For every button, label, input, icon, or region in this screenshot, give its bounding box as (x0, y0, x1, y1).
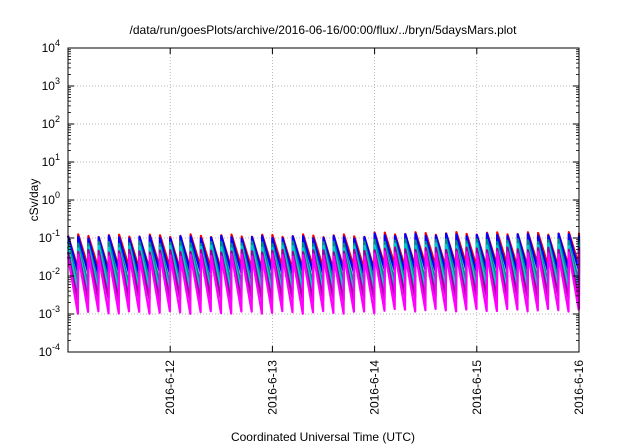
y-tick-label: 10-4 (39, 342, 60, 359)
y-tick-label: 101 (42, 152, 60, 169)
x-tick-label: 2016-6-15 (470, 360, 484, 415)
y-tick-label: 103 (42, 76, 60, 93)
y-tick-label: 10-3 (39, 304, 60, 321)
x-tick-label: 2016-6-12 (163, 360, 177, 415)
x-tick-label: 2016-6-14 (368, 360, 382, 415)
y-tick-label: 102 (42, 114, 60, 131)
y-tick-label: 100 (42, 190, 60, 207)
y-tick-labels: 10-4 10-3 10-2 10-1 100 101 102 103 104 (39, 38, 60, 359)
x-tick-label: 2016-6-13 (265, 360, 279, 415)
series-lines (66, 231, 581, 315)
chart-title: /data/run/goesPlots/archive/2016-06-16/0… (130, 23, 518, 37)
series-line (66, 232, 581, 276)
x-axis-label: Coordinated Universal Time (UTC) (231, 430, 415, 444)
y-axis-label: cSv/day (27, 179, 41, 222)
x-tick-label: 2016-6-16 (572, 360, 586, 415)
axis-ticks (68, 47, 580, 353)
series-line (66, 250, 581, 315)
x-tick-labels: 2016-6-12 2016-6-13 2016-6-14 2016-6-15 2016… (163, 360, 586, 415)
y-tick-label: 104 (42, 38, 60, 55)
y-tick-label: 10-1 (39, 228, 60, 245)
y-tick-label: 10-2 (39, 266, 60, 283)
